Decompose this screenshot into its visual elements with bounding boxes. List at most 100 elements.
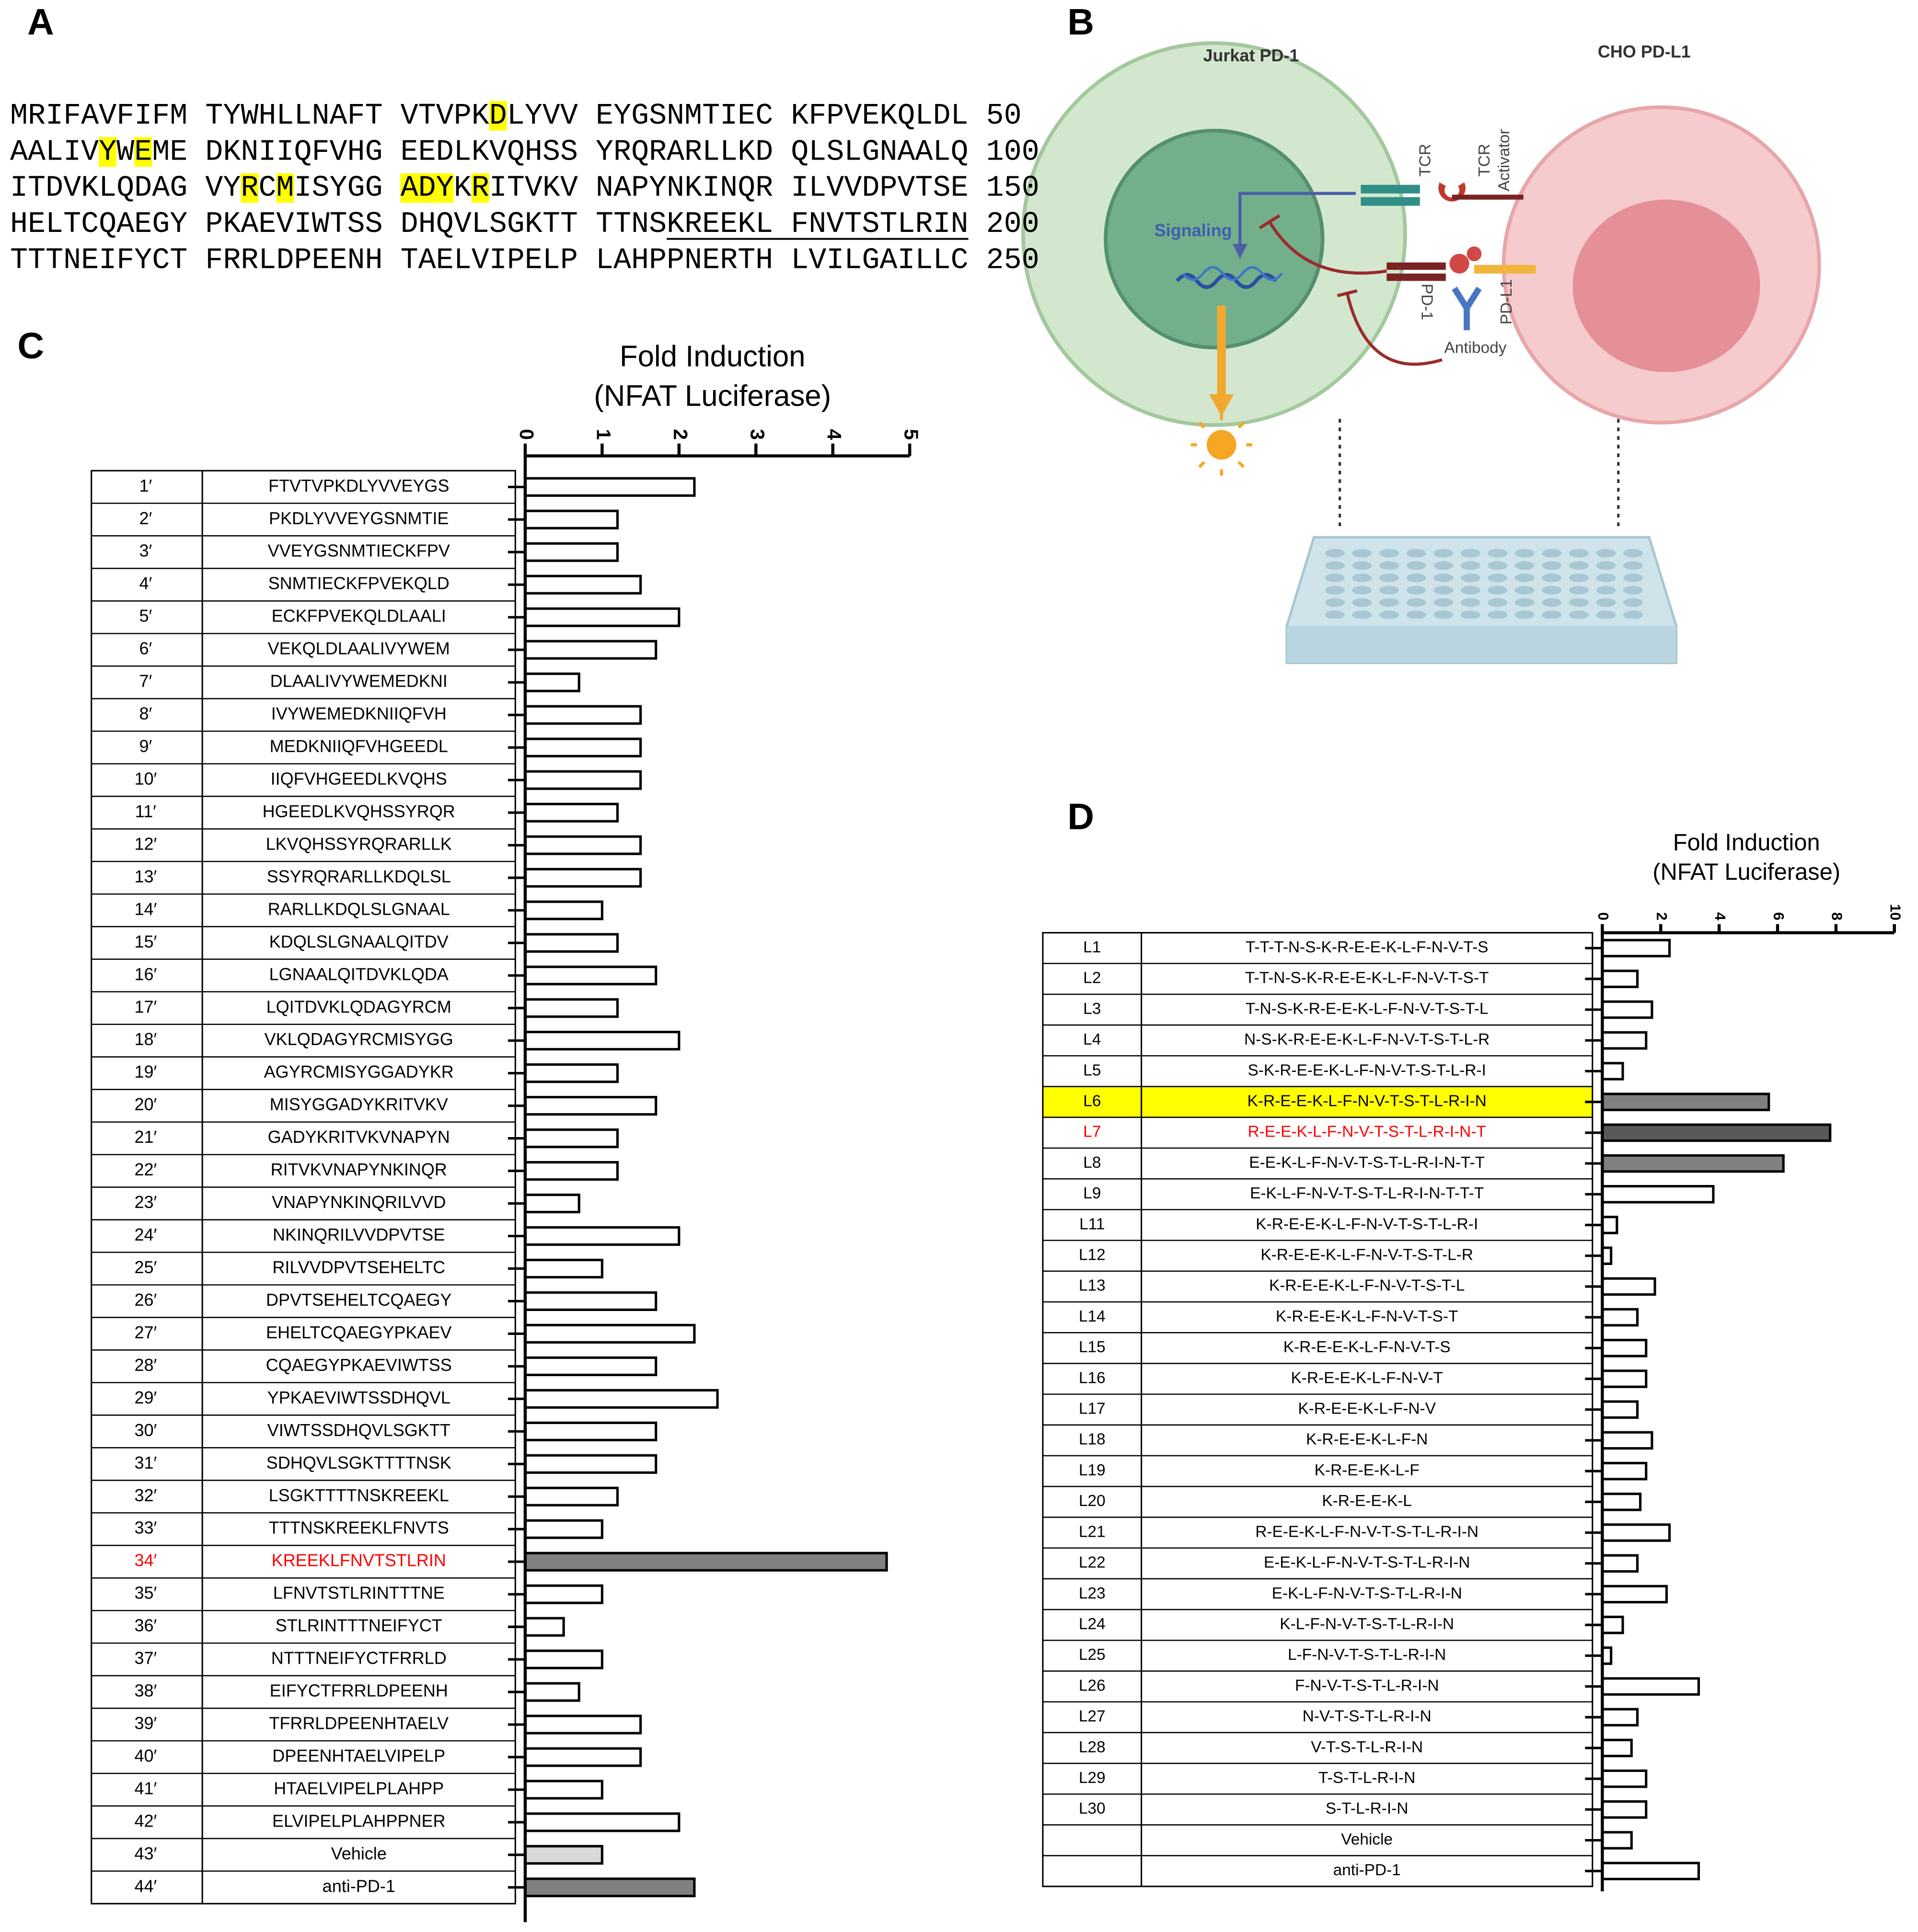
- bar: [524, 966, 658, 986]
- row-id: L28: [1079, 1738, 1106, 1756]
- bar: [1601, 1431, 1653, 1450]
- row-id: L27: [1079, 1708, 1106, 1725]
- category-label: AGYRCMISYGGADYKR: [264, 1062, 454, 1081]
- bar: [524, 1714, 642, 1735]
- bar: [1601, 1123, 1832, 1142]
- pdl1-label: PD-L1: [1498, 279, 1515, 325]
- row-id: 10′: [134, 769, 157, 788]
- sun-rays: [1190, 414, 1253, 476]
- signal-arrow: [1238, 192, 1356, 247]
- bar: [1601, 1000, 1653, 1019]
- row-id: 2′: [139, 508, 152, 528]
- category-label: VIWTSSDHQVLSGKTT: [267, 1420, 451, 1440]
- row-id: 29′: [134, 1388, 157, 1407]
- cho-nucleus: [1572, 199, 1760, 372]
- row-id: 43′: [134, 1843, 157, 1863]
- sequence-text: Y: [99, 135, 116, 169]
- category-label: HGEEDLKVQHSSYRQR: [263, 801, 455, 821]
- category-label: K-R-E-E-K-L-F-N-V-T-S-T: [1276, 1308, 1458, 1325]
- residue-number: 100: [986, 135, 1040, 169]
- bar: [524, 607, 681, 627]
- activator-label: Activator: [1495, 129, 1513, 191]
- sequence-text: C: [258, 172, 276, 205]
- inhibit-line: [1345, 293, 1443, 366]
- antibody: [1452, 287, 1482, 331]
- residue-number: 50: [986, 99, 1022, 133]
- category-label: HTAELVIPELPLAHPP: [274, 1778, 444, 1798]
- category-label: IVYWEMEDKNIIQFVH: [271, 704, 447, 724]
- bar: [1601, 1800, 1648, 1819]
- axis-title: Fold Induction: [1673, 829, 1820, 855]
- bar: [524, 1356, 658, 1376]
- bar: [524, 640, 658, 660]
- row-id: L8: [1083, 1154, 1101, 1172]
- row-id: L9: [1083, 1184, 1101, 1202]
- category-label: RARLLKDQLSLGNAAL: [268, 899, 450, 919]
- sequence-text: ADY: [401, 172, 454, 205]
- sequence-text: ISYGG: [294, 172, 400, 205]
- category-label: TFRRLDPEENHTAELV: [269, 1714, 449, 1733]
- axis-title: Fold Induction: [620, 340, 806, 373]
- bar: [524, 1552, 888, 1572]
- table-border: [91, 470, 516, 1905]
- bar: [524, 868, 642, 888]
- bar: [1601, 969, 1639, 989]
- bar: [1601, 1277, 1656, 1296]
- row-id: L13: [1079, 1277, 1106, 1295]
- bar: [524, 1486, 619, 1506]
- row-id: 25′: [134, 1257, 157, 1277]
- sequence-text: MRIFAVFIFM TYWHLLNAFT VTVPK: [10, 99, 489, 133]
- category-label: NTTTNEIFYCTFRRLD: [271, 1648, 447, 1668]
- row-id: L4: [1083, 1031, 1101, 1048]
- highlight: [134, 137, 152, 167]
- category-label: T-N-S-K-R-E-E-K-L-F-N-V-T-S-T-L: [1246, 1000, 1489, 1018]
- category-label: R-E-E-K-L-F-N-V-T-S-T-L-R-I-N: [1255, 1523, 1479, 1541]
- inhibit-bar: [1337, 289, 1358, 298]
- x-tick-label: 2: [670, 429, 692, 440]
- row-id: L11: [1079, 1215, 1105, 1233]
- cell-label: CHO PD-L1: [1598, 42, 1691, 61]
- sequence-text: R: [472, 172, 489, 205]
- plate-side: [1287, 626, 1676, 663]
- row-id: 11′: [135, 801, 156, 821]
- dna: [1182, 266, 1283, 281]
- row-id: L26: [1079, 1677, 1106, 1694]
- bar: [524, 1031, 681, 1051]
- category-label: N-S-K-R-E-E-K-L-F-N-V-T-S-T-L-R: [1244, 1031, 1490, 1048]
- pd1: [1387, 273, 1446, 281]
- row-id: 27′: [134, 1322, 157, 1342]
- highlight: [471, 173, 489, 203]
- x-tick-label: 1: [592, 429, 614, 440]
- row-id: 28′: [134, 1355, 157, 1375]
- residue-number: 150: [986, 172, 1040, 205]
- row-id: 22′: [134, 1160, 157, 1179]
- row-id: 13′: [134, 866, 157, 886]
- category-label: DPEENHTAELVIPELP: [272, 1746, 445, 1766]
- highlight: [276, 173, 294, 203]
- category-label: K-R-E-E-K-L-F-N-V-T-S-T-L-R: [1260, 1246, 1473, 1264]
- row-id: 12′: [134, 834, 157, 853]
- bar: [524, 1096, 658, 1116]
- bar: [1601, 1769, 1648, 1788]
- row-id: 24′: [134, 1225, 157, 1244]
- tcr: [1361, 184, 1420, 194]
- category-label: K-R-E-E-K-L-F-N-V-T: [1291, 1369, 1443, 1387]
- well-grid: [1321, 547, 1644, 619]
- sun: [1206, 430, 1236, 460]
- category-label: SDHQVLSGKTTTTNSK: [266, 1453, 451, 1472]
- sequence-text: D: [489, 99, 507, 133]
- category-label: CQAEGYPKAEVIWTSS: [266, 1355, 452, 1375]
- x-tick-label: 0: [1595, 912, 1612, 920]
- bar: [524, 1877, 696, 1898]
- category-label: LKVQHSSYRQRARLLK: [266, 834, 452, 853]
- bar: [524, 509, 619, 529]
- bar: [1601, 1493, 1642, 1511]
- inhibit-line: [1268, 221, 1387, 275]
- x-tick-label: 5: [900, 429, 922, 440]
- category-label: LFNVTSTLRINTTTNE: [273, 1583, 445, 1603]
- category-label: SSYRQRARLLKDQLSL: [267, 866, 451, 886]
- category-label: S-K-R-E-E-K-L-F-N-V-T-S-T-L-R-I: [1248, 1061, 1486, 1079]
- row-id: 42′: [134, 1811, 157, 1830]
- bar: [524, 1063, 619, 1083]
